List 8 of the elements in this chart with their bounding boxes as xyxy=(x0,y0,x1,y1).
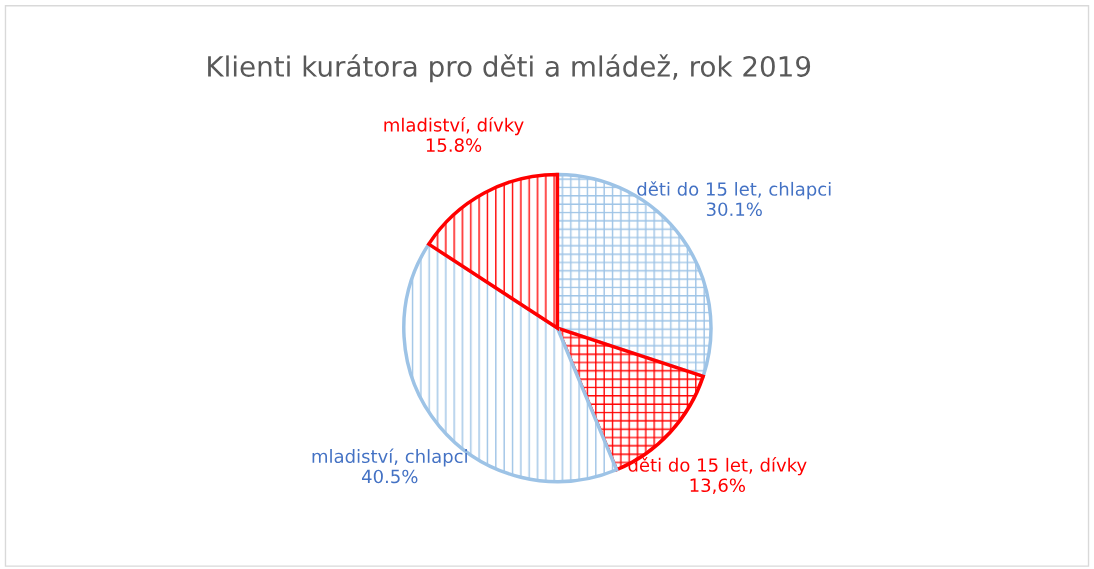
slice-label: děti do 15 let, chlapci xyxy=(637,181,831,200)
data-label: 30.1% xyxy=(706,202,762,217)
data-label: 40.5% xyxy=(361,469,418,484)
slice-label: mladiství, chlapci xyxy=(312,448,467,467)
data-label: 13,6% xyxy=(690,478,746,494)
data-label: 15.8% xyxy=(426,138,482,152)
slice-label: mladiství, dívky xyxy=(384,117,524,136)
chart-title: Klienti kurátora pro děti a mládež, rok 2019 xyxy=(208,54,811,83)
